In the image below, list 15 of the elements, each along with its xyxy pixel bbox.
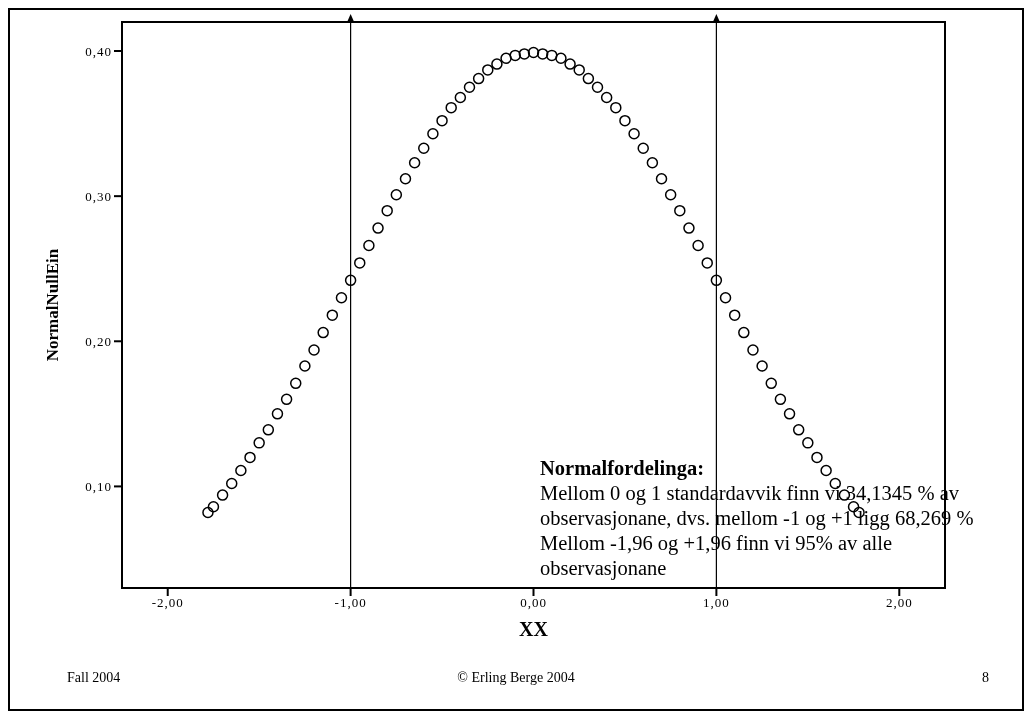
x-tick-label: -2,00 (151, 595, 184, 611)
x-tick-label: -1,00 (334, 595, 367, 611)
x-tick-label: 2,00 (885, 595, 913, 611)
text: © Erling Berge 2004 (457, 670, 575, 685)
y-tick-label: 0,40 (85, 43, 112, 59)
x-tick-label: 0,00 (520, 595, 547, 611)
y-tick-label: 0,30 (85, 188, 112, 204)
y-tick-label: 0,20 (85, 333, 112, 349)
x-axis-title: XX (519, 618, 549, 640)
annotation: Normalfordelinga: (540, 456, 705, 481)
text: Fall 2004 (67, 670, 121, 686)
x-tick-label: 1,00 (703, 595, 730, 611)
text: 8 (982, 670, 989, 686)
y-axis-title: NormalNullEin (43, 248, 63, 362)
y-tick-label: 0,10 (85, 479, 112, 495)
